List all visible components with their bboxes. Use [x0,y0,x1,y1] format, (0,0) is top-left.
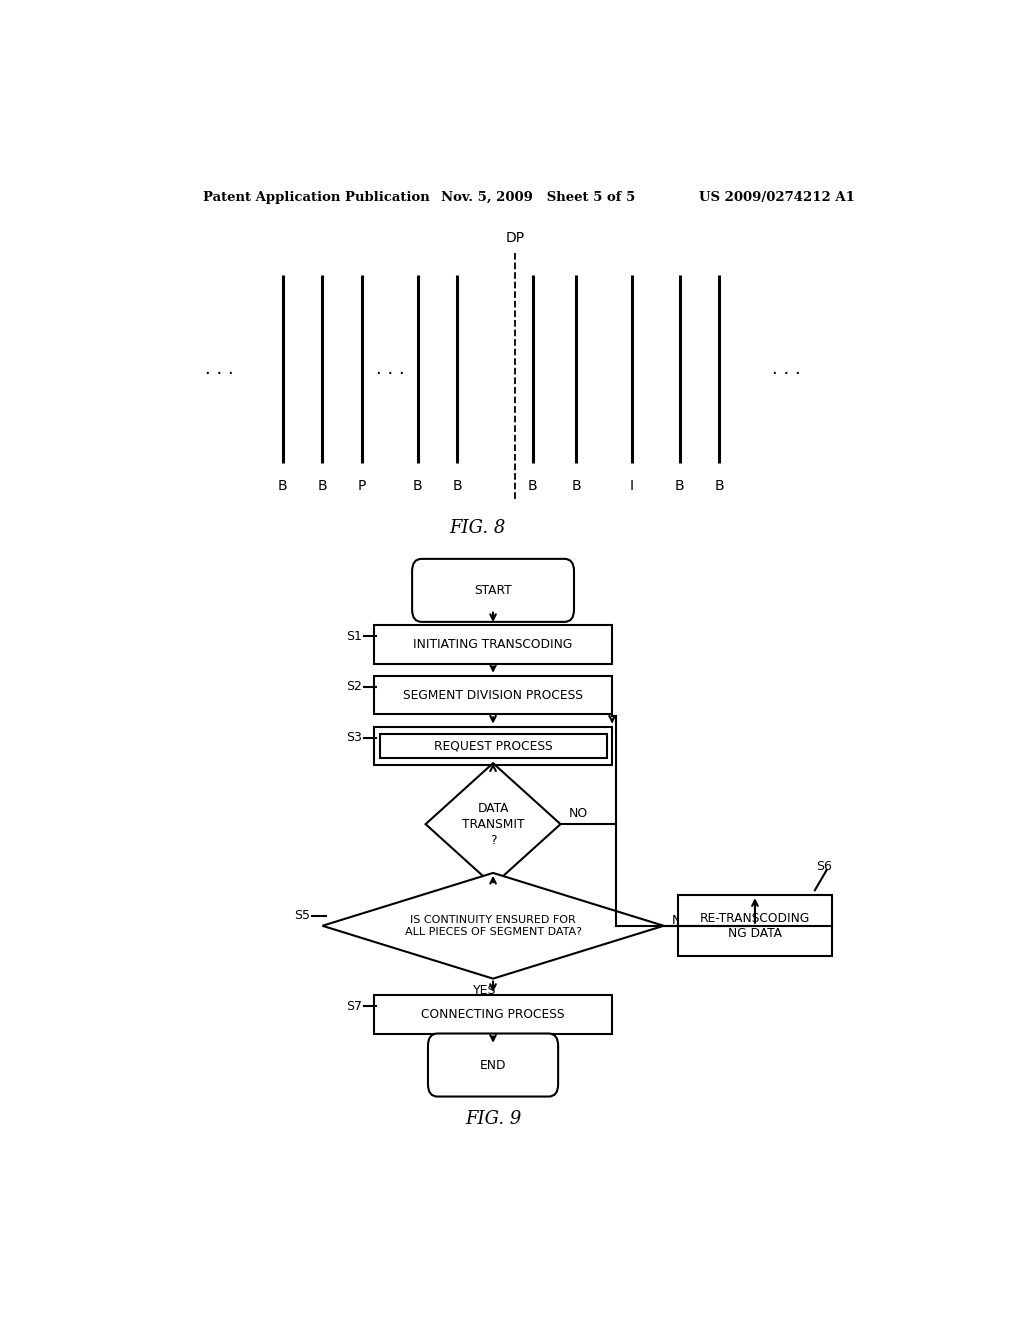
Text: DATA
TRANSMIT
?: DATA TRANSMIT ? [462,801,524,846]
Text: Patent Application Publication: Patent Application Publication [204,190,430,203]
Text: B: B [528,479,538,492]
Text: S2: S2 [346,680,362,693]
Bar [380,734,606,758]
Text: P: P [358,479,367,492]
Text: START: START [474,583,512,597]
Text: B: B [571,479,582,492]
Bar [374,995,612,1034]
Text: B: B [413,479,423,492]
Text: B: B [278,479,288,492]
Text: . . .: . . . [772,360,801,379]
Polygon shape [426,763,560,886]
Text: REQUEST PROCESS: REQUEST PROCESS [434,739,552,752]
Text: B: B [715,479,724,492]
Text: IS CONTINUITY ENSURED FOR
ALL PIECES OF SEGMENT DATA?: IS CONTINUITY ENSURED FOR ALL PIECES OF … [404,915,582,937]
Text: Nov. 5, 2009   Sheet 5 of 5: Nov. 5, 2009 Sheet 5 of 5 [441,190,636,203]
Text: . . .: . . . [205,360,233,379]
Text: YES: YES [473,983,497,997]
Text: END: END [480,1059,506,1072]
Bar [374,624,612,664]
Text: YES: YES [501,890,524,903]
Text: DP: DP [506,231,525,244]
Text: INITIATING TRANSCODING: INITIATING TRANSCODING [414,638,572,651]
Bar [374,676,612,714]
Text: I: I [630,479,634,492]
Text: S7: S7 [346,999,362,1012]
Text: CONNECTING PROCESS: CONNECTING PROCESS [421,1007,565,1020]
Text: FIG. 8: FIG. 8 [449,519,506,537]
Text: SEGMENT DIVISION PROCESS: SEGMENT DIVISION PROCESS [403,689,583,701]
Text: S5: S5 [295,909,310,923]
Text: S6: S6 [816,859,833,873]
Text: B: B [675,479,684,492]
Bar [374,726,612,766]
Text: . . .: . . . [376,360,404,379]
Text: B: B [317,479,328,492]
Polygon shape [323,873,664,978]
Text: FIG. 9: FIG. 9 [465,1110,521,1127]
Bar [678,895,833,956]
Text: S1: S1 [346,630,362,643]
Text: S21: S21 [433,894,458,907]
Text: NO: NO [568,808,588,821]
Text: NO: NO [672,915,691,927]
Text: US 2009/0274212 A1: US 2009/0274212 A1 [699,190,855,203]
Text: B: B [453,479,462,492]
FancyBboxPatch shape [412,558,574,622]
FancyBboxPatch shape [428,1034,558,1097]
Text: S3: S3 [346,731,362,744]
Text: RE-TRANSCODING
NG DATA: RE-TRANSCODING NG DATA [699,912,810,940]
